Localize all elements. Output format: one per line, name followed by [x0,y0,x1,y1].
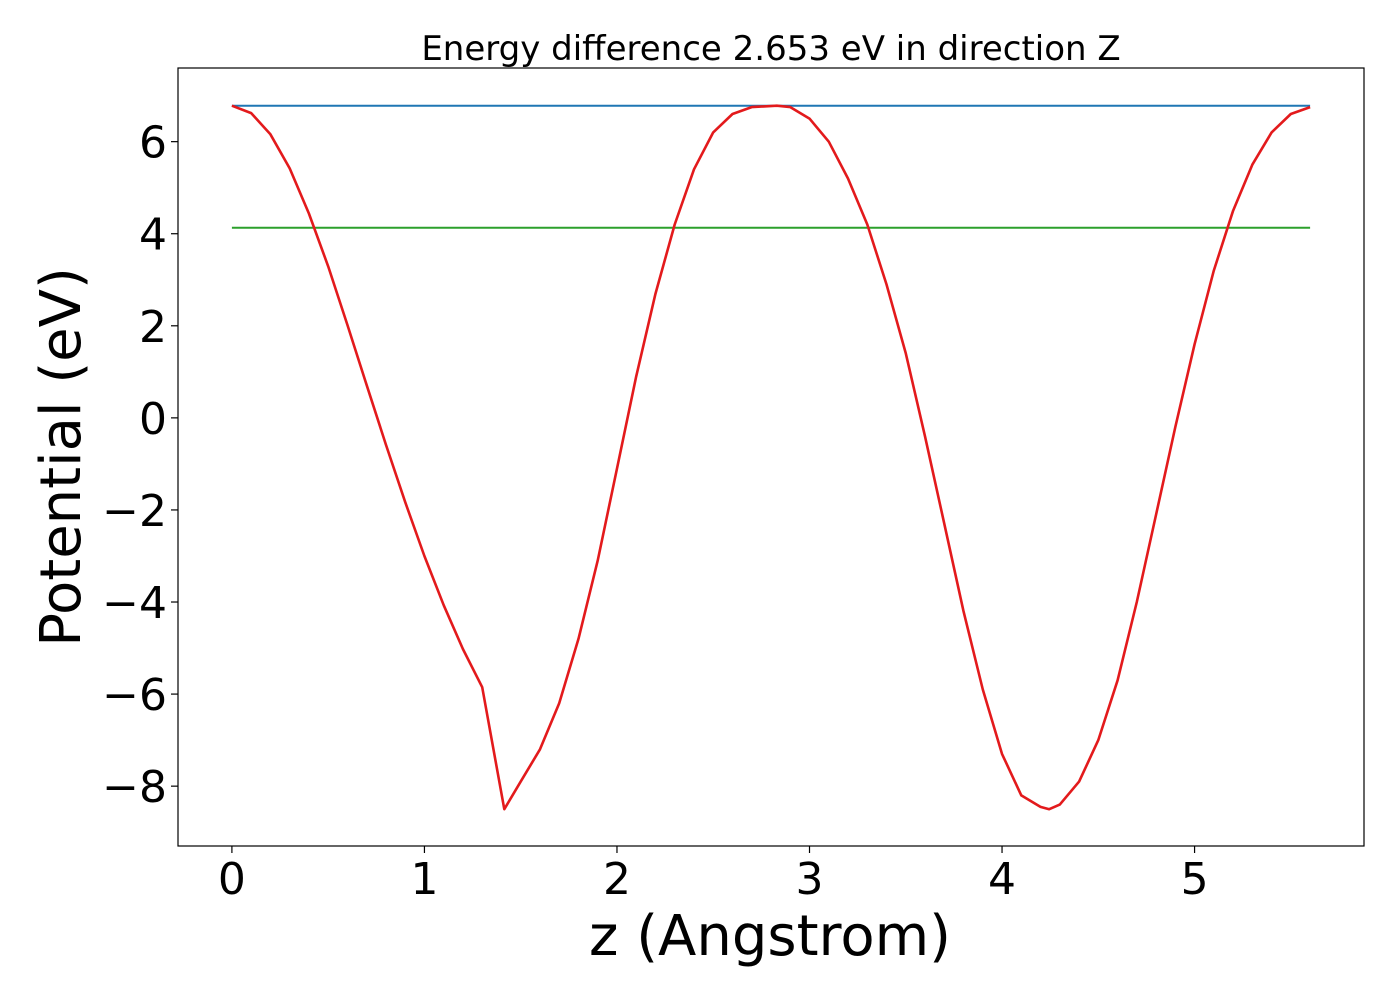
potential-curve [231,104,1311,811]
y-tick-label: −8 [102,762,167,813]
x-tick-label: 5 [1181,854,1209,905]
plot-area [231,104,1311,811]
y-tick-label: −2 [102,486,167,537]
x-tick-label: 4 [988,854,1016,905]
y-tick-label: 6 [139,118,167,169]
y-tick-label: 4 [139,210,167,261]
y-tick-label: 2 [139,302,167,353]
y-axis: −8 −6 −4 −2 0 2 4 6 [102,118,178,813]
y-tick-label: −6 [102,670,167,721]
x-axis: 0 1 2 3 4 5 [218,846,1209,905]
axes-frame [177,67,1365,847]
y-axis-label: Potential (eV) [29,267,94,647]
x-tick-label: 3 [796,854,824,905]
y-tick-label: −4 [102,578,167,629]
y-tick-label: 0 [139,394,167,445]
chart-title: Energy difference 2.653 eV in direction … [421,29,1120,69]
x-tick-label: 1 [410,854,438,905]
x-tick-label: 0 [218,854,246,905]
x-axis-label: z (Angstrom) [589,904,951,969]
x-tick-label: 2 [603,854,631,905]
